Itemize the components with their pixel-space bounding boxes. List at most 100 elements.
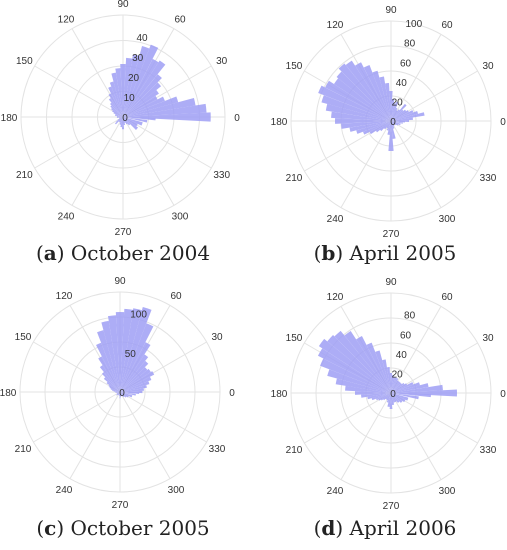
bar (391, 121, 395, 127)
angle-tick-label: 270 (115, 227, 132, 238)
panel-a: 0 30 60 90 120 150 180 210 240 270 300 330 0 10 20 30 40 (0, 0, 253, 238)
bar (379, 121, 391, 132)
bar (123, 117, 139, 130)
bar (117, 117, 123, 121)
grid-spoke (119, 391, 171, 479)
bar (120, 392, 136, 396)
bar (123, 44, 159, 117)
bar (120, 367, 148, 392)
bar (108, 93, 123, 117)
bar (123, 103, 207, 117)
bar (118, 392, 120, 396)
bar (111, 108, 123, 117)
bar (391, 110, 409, 121)
bar (103, 377, 120, 392)
grid-spoke (304, 392, 392, 444)
angle-tick-label: 90 (385, 277, 397, 288)
bar (114, 114, 123, 117)
angle-tick-label: 30 (216, 56, 228, 67)
bar (391, 103, 396, 121)
panel-b: 0 30 60 90 120 150 180 210 240 270 300 330 0 20 40 60 80… (253, 0, 507, 240)
bar (318, 85, 391, 121)
angle-tick-label: 180 (0, 388, 17, 399)
polar-chart-c: 0 30 60 90 120 150 180 210 240 270 300 330 0 50 100 (0, 276, 235, 511)
bar (391, 107, 398, 121)
bar (110, 388, 120, 392)
angle-tick-label: 210 (286, 173, 303, 184)
bar (362, 121, 391, 135)
bar (391, 121, 395, 129)
bar (120, 392, 122, 397)
angle-tick-label: 60 (441, 20, 453, 31)
bar (375, 350, 391, 393)
radial-tick-label: 40 (396, 78, 408, 89)
bar (123, 117, 131, 126)
bar (119, 117, 123, 125)
bar (391, 110, 398, 121)
bar (385, 83, 391, 121)
bar (113, 112, 123, 117)
radial-tick-label: 10 (124, 93, 136, 104)
bar (120, 390, 143, 394)
grid-spoke (340, 120, 392, 208)
bar (101, 320, 120, 392)
bar (120, 354, 149, 392)
grid-spoke (390, 392, 478, 444)
angle-tick-label: 30 (482, 333, 494, 344)
bar (123, 97, 196, 117)
angle-tick-label: 60 (170, 291, 182, 302)
panel-c: 0 30 60 90 120 150 180 210 240 270 300 330 0 50 100 (0, 275, 253, 511)
bar (327, 369, 391, 393)
bar (118, 392, 120, 395)
bar (345, 60, 391, 121)
bar (123, 90, 159, 117)
radial-tick-label: 0 (390, 389, 396, 400)
bar (120, 392, 122, 396)
panel-d: 0 30 60 90 120 150 180 210 240 270 300 330 0 20 40 60 80 (253, 275, 507, 512)
radial-tick-label: 0 (122, 113, 128, 124)
bar (391, 109, 404, 121)
angle-tick-label: 180 (271, 117, 288, 128)
radial-tick-label: 100 (130, 310, 147, 321)
bar (120, 342, 151, 392)
bar (376, 393, 391, 401)
bar (355, 391, 391, 395)
angle-tick-label: 210 (15, 444, 32, 455)
bar (335, 118, 391, 124)
angle-tick-label: 60 (174, 14, 186, 25)
bar (349, 121, 391, 132)
bar (391, 110, 414, 121)
bar (318, 338, 391, 393)
bar (386, 393, 391, 403)
bar (372, 70, 391, 121)
angle-tick-label: 330 (213, 170, 230, 181)
bar (123, 46, 150, 118)
angle-tick-label: 210 (16, 170, 33, 181)
bar (116, 392, 120, 396)
bar (391, 120, 410, 122)
bar (363, 64, 391, 121)
bar (120, 117, 123, 128)
bar (391, 109, 400, 121)
bar (336, 71, 391, 121)
bar (120, 376, 152, 392)
bar (391, 117, 413, 121)
radial-tick-label: 40 (396, 350, 408, 361)
bar (117, 392, 120, 396)
bar (112, 110, 123, 117)
bar (123, 58, 159, 117)
bar (116, 392, 120, 394)
bar (355, 62, 391, 121)
bar (120, 308, 142, 392)
bar (338, 63, 391, 121)
bar (391, 121, 396, 139)
angle-tick-label: 240 (58, 212, 75, 223)
bar (391, 383, 429, 393)
bar (116, 117, 123, 118)
angle-tick-label: 240 (327, 214, 344, 225)
bar (391, 121, 405, 123)
bar (321, 95, 391, 121)
bar (391, 393, 406, 403)
bar (123, 112, 211, 122)
